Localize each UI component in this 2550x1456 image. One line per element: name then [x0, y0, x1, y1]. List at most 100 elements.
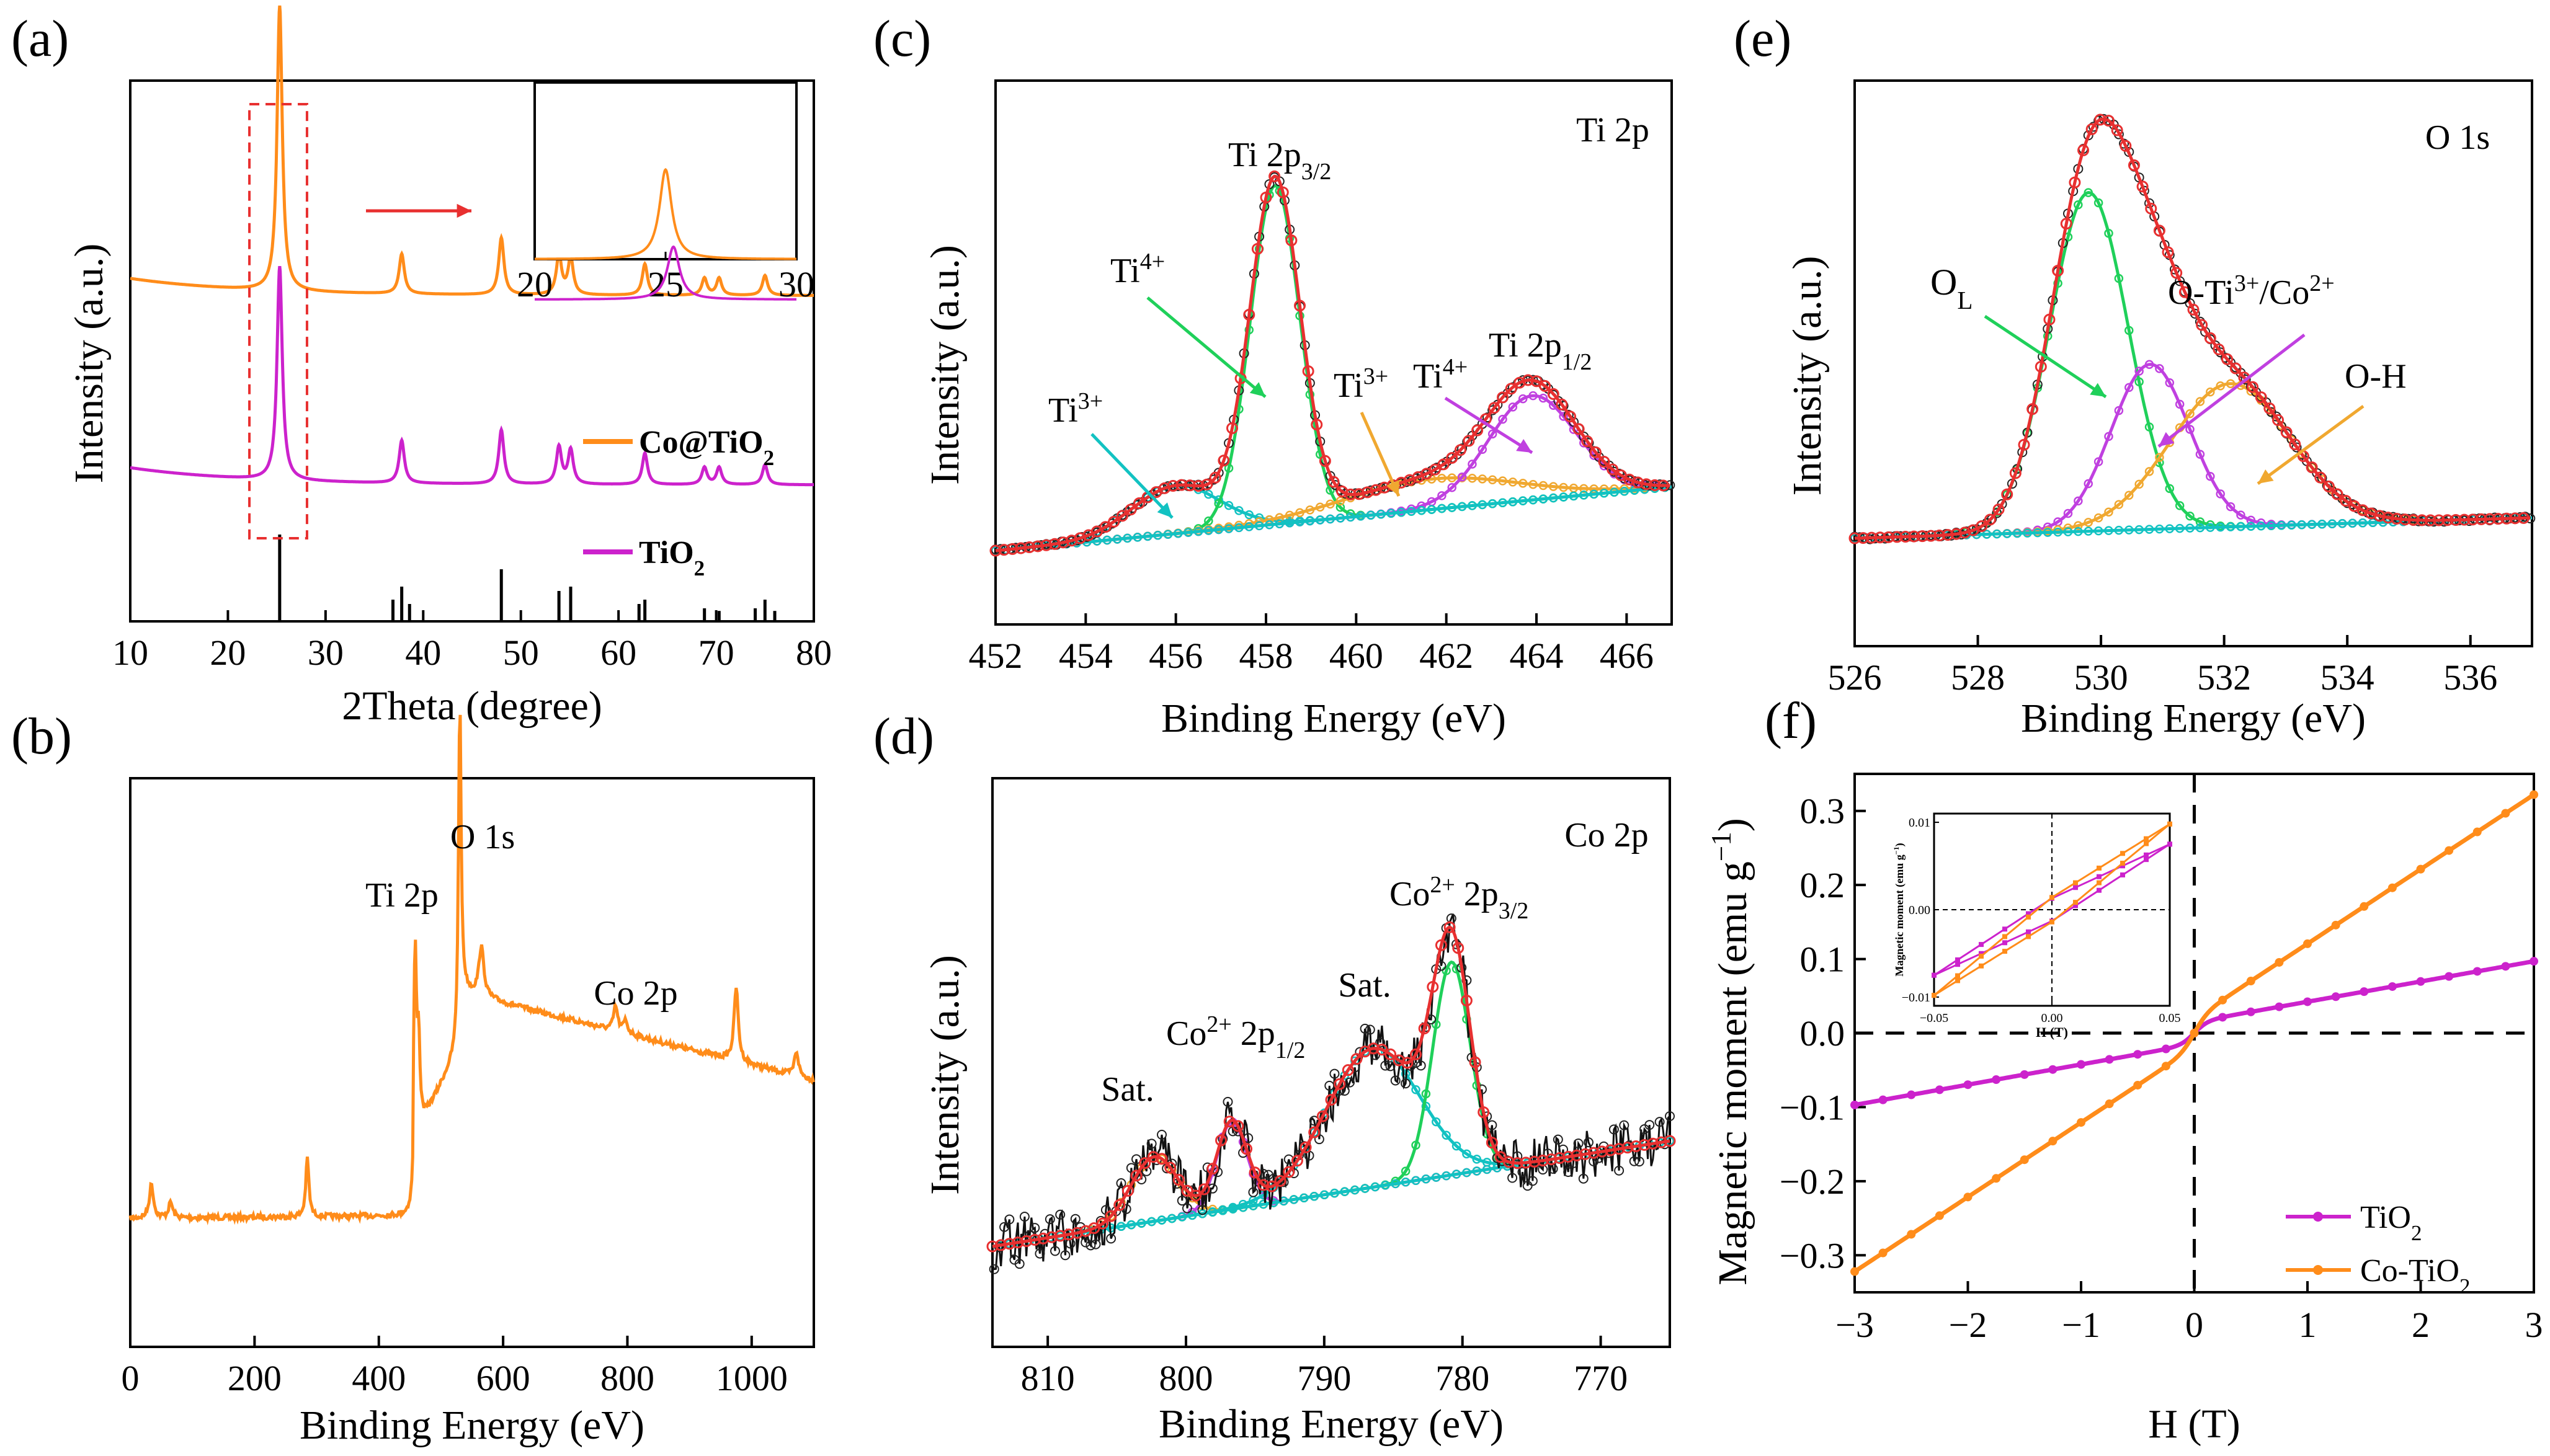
panel-d-xtick-label: 810 [1021, 1358, 1075, 1398]
panel-c-background-marker [1579, 491, 1589, 500]
panel-d-background-marker [1289, 1195, 1299, 1204]
panel-d-label-p12-part: 1/2 [1275, 1037, 1306, 1063]
panel-e-raw-data [1854, 117, 2531, 541]
panel-d-envelope-marker [1316, 1110, 1329, 1122]
panel-d-raw-marker [1182, 1203, 1192, 1214]
panel-c-component-marker [1487, 475, 1497, 485]
panel-d-background-marker [1259, 1199, 1268, 1209]
panel-b-label-ti2p: Ti 2p [365, 876, 439, 915]
panel-c-component-marker [1538, 481, 1548, 491]
panel-c-label-ti4-right: Ti4+ [1413, 354, 1468, 396]
panel-f-inset-ylabel-part: ) [1893, 843, 1906, 846]
panel-c-component-marker [1437, 491, 1447, 500]
panel-c-component-marker [1508, 477, 1518, 487]
panel-e-component-marker [2124, 383, 2134, 393]
panel-d-envelope-marker [1325, 1094, 1337, 1106]
panel-f-marker [2275, 1002, 2284, 1011]
panel-d-envelope-marker [1545, 1153, 1558, 1166]
panel-c-background-marker [1518, 496, 1528, 505]
panel-d-raw-marker [1380, 1060, 1391, 1071]
panel-e-envelope-marker [1874, 531, 1886, 544]
panel-c-envelope-marker [1226, 422, 1238, 435]
panel-b-label-co2p: Co 2p [594, 974, 677, 1013]
panel-d-background-marker [1238, 1202, 1248, 1212]
panel-c-background-marker [1102, 535, 1112, 545]
panel-f-inset-marker [2120, 861, 2125, 866]
panel-e-component-marker [2074, 496, 2083, 506]
panel-c-envelope-markers [989, 170, 1669, 557]
panel-f-marker [1935, 1085, 1944, 1094]
panel-c-component-marker [1275, 513, 1285, 522]
panel-e-envelope-markers [1848, 113, 2530, 544]
panel-c-background-marker [1224, 524, 1234, 533]
panel-d-component-marker [1411, 1085, 1420, 1094]
panel-d-background-marker [1117, 1222, 1126, 1231]
panel-e-arrow-oti [2157, 334, 2306, 448]
panel-e-envelope [1854, 117, 2531, 540]
panel-e-component-marker [2104, 229, 2113, 238]
panel-c-envelope-marker [1353, 488, 1365, 500]
panel-e-component-marker [2084, 479, 2093, 489]
panel-f-inset-marker [2073, 880, 2078, 886]
panel-c-background-marker [1326, 514, 1335, 524]
panel-label-b: (b) [11, 708, 72, 765]
panel-d-envelope-marker [1249, 1166, 1261, 1179]
panel-d-title: Co 2p [1564, 816, 1648, 855]
panel-d-background-marker [1451, 1170, 1461, 1179]
panel-d-raw-marker [1401, 1078, 1411, 1089]
panel-f-inset-marker [2144, 841, 2149, 846]
panel-d-component-marker [1411, 1140, 1420, 1150]
panel-d-label-p32: Co2+ 2p3/2 [1389, 872, 1528, 924]
panel-d-background-marker [1442, 1171, 1451, 1181]
panel-e-background-marker [2093, 526, 2103, 536]
panel-e-label-oti-part: /Co [2259, 273, 2309, 312]
panel-e-raw-markers [1850, 113, 2536, 544]
panel-c-label-ti3-right-part: Ti [1334, 366, 1363, 405]
panel-f-marker [2246, 1007, 2255, 1016]
panel-d-envelope-marker [1452, 942, 1464, 954]
panel-c-background-marker [1478, 500, 1487, 510]
panel-e-background-marker [2053, 527, 2062, 537]
panel-f-inset-marker [2026, 934, 2031, 939]
panel-f-marker [2501, 809, 2510, 818]
panel-c-xlabel: Binding Energy (eV) [1161, 696, 1506, 741]
panel-f-legend-co-part: Co-TiO [2360, 1253, 2459, 1289]
panel-c-label-p32-part: 3/2 [1301, 159, 1332, 185]
panel-e-background-marker [2216, 522, 2225, 532]
panel-f-ytick-label: −0.1 [1780, 1087, 1845, 1127]
panel-e-component-marker [2134, 377, 2144, 386]
panel-d-raw-marker [1634, 1156, 1644, 1167]
panel-a-series-Co@TiO2 [130, 5, 814, 297]
panel-e-envelope-marker [2484, 513, 2496, 525]
panel-e-component-marker [2226, 379, 2236, 388]
panel-f-marker [1878, 1248, 1888, 1258]
panel-f-markers-Co-TiO2 [1850, 790, 2538, 1276]
panel-d-envelope-marker [1629, 1140, 1642, 1152]
panel-e-envelope-marker [2458, 513, 2471, 526]
panel-e-background-marker [2175, 523, 2185, 533]
panel-f-inset-marker [2120, 851, 2125, 856]
panel-e-envelope-marker [2009, 467, 2022, 479]
panel-e-background-marker [2256, 521, 2266, 531]
panel-c-background-marker [1508, 497, 1518, 507]
panel-f-xtick-label: −1 [2062, 1305, 2100, 1345]
panel-e-raw-marker [2088, 122, 2098, 132]
panel-f-marker [1963, 1192, 1973, 1202]
panel-f-marker [1992, 1075, 2001, 1085]
panel-e-envelope-marker [1984, 513, 1996, 526]
panel-c-background-marker [1112, 535, 1122, 544]
panel-f-inset-xlabel: H (T) [2036, 1024, 2068, 1040]
panel-f-inset-marker [2073, 903, 2078, 908]
panel-c-background-marker [1610, 487, 1619, 497]
panel-e-envelope-marker [1950, 528, 1963, 540]
panel-e-raw-marker [2291, 442, 2302, 453]
panel-e-component-marker [2144, 360, 2154, 369]
panel-d-envelope-marker [1223, 1116, 1236, 1128]
panel-e-component-1 [1854, 363, 2531, 540]
panel-a-legend-co-part: 2 [764, 446, 775, 470]
panel-d-raw-marker [1608, 1124, 1619, 1135]
panel-d-raw-marker [1146, 1139, 1157, 1149]
panel-e-background-marker [2074, 526, 2083, 536]
